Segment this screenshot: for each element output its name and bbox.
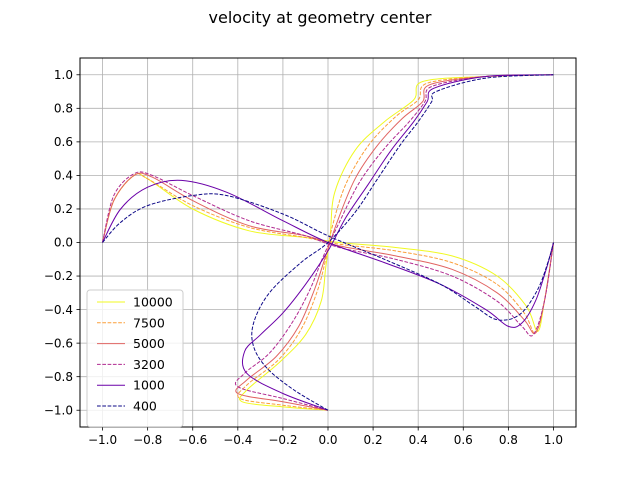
- series-line-7500-curve-u: [237, 74, 554, 411]
- series-line-5000-curve-u: [235, 74, 554, 411]
- legend: 10000 7500 5000 3200 1000 400: [86, 289, 184, 428]
- x-tick-label: 0.2: [364, 433, 383, 447]
- legend-box: [86, 289, 184, 428]
- y-tick-label: −0.6: [44, 336, 73, 350]
- legend-label: 1000: [133, 378, 165, 393]
- x-tick-label: −1.0: [88, 433, 117, 447]
- y-tick-label: 0.4: [54, 169, 73, 183]
- y-tick-label: 0.2: [54, 202, 73, 216]
- series-lines: [102, 74, 554, 411]
- series-line-400-curve-v: [102, 193, 554, 321]
- axis-ticks: −1.0 −0.8 −0.6 −0.4 −0.2 0.0 0.2 0.4 0.6 0.8 1.0 −1…: [44, 68, 563, 447]
- y-tick-label: 0.6: [54, 135, 73, 149]
- y-tick-label: 1.0: [54, 68, 73, 82]
- y-tick-label: 0.0: [54, 236, 73, 250]
- x-tick-label: −0.6: [178, 433, 207, 447]
- x-tick-label: −0.8: [133, 433, 162, 447]
- legend-label: 7500: [133, 315, 165, 330]
- series-line-5000-curve-v: [102, 172, 554, 335]
- y-tick-label: −0.4: [44, 303, 73, 317]
- y-tick-label: −1.0: [44, 403, 73, 417]
- x-tick-label: 0.8: [499, 433, 518, 447]
- y-tick-label: −0.8: [44, 370, 73, 384]
- series-line-1000-curve-v: [102, 179, 554, 328]
- y-tick-label: −0.2: [44, 269, 73, 283]
- legend-label: 5000: [133, 336, 165, 351]
- y-tick-label: 0.8: [54, 102, 73, 116]
- series-line-3200-curve-v: [102, 171, 554, 337]
- x-tick-label: −0.4: [223, 433, 252, 447]
- x-tick-label: 1.0: [544, 433, 563, 447]
- chart-title: velocity at geometry center: [208, 8, 432, 27]
- x-tick-label: −0.2: [268, 433, 297, 447]
- legend-label: 3200: [133, 357, 165, 372]
- x-tick-label: 0.6: [454, 433, 473, 447]
- x-tick-label: 0.4: [409, 433, 428, 447]
- x-tick-label: 0.0: [318, 433, 337, 447]
- legend-label: 10000: [133, 295, 173, 310]
- series-line-3200-curve-u: [234, 74, 554, 411]
- legend-label: 400: [133, 399, 157, 414]
- series-line-400-curve-u: [251, 74, 554, 411]
